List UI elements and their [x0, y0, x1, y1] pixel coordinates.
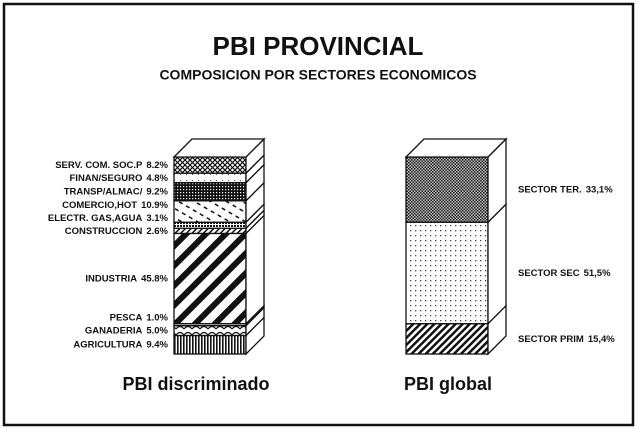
segment-label: SERV. COM. SOC.P 8.2% [55, 159, 168, 170]
segment-label: SECTOR SEC 51,5% [518, 267, 611, 278]
bar-top [172, 138, 266, 158]
segment-name: INDUSTRIA [85, 273, 137, 284]
segment-label: SECTOR PRIM 15,4% [518, 333, 615, 344]
segment-value: 15,4% [588, 333, 615, 344]
bar-segment [405, 156, 489, 223]
bar-segment [173, 200, 247, 223]
bar-side [245, 213, 265, 326]
bar-title: PBI discriminado [122, 374, 269, 394]
segment-label: FINAN/SEGURO 4.8% [70, 172, 169, 183]
segment-name: CONSTRUCCION [65, 225, 143, 236]
segment-value: 2.6% [146, 225, 168, 236]
bar-segment [405, 221, 489, 325]
segment-name: FINAN/SEGURO [70, 172, 143, 183]
segment-value: 3.1% [146, 212, 168, 223]
segment-value: 4.8% [146, 172, 168, 183]
segment-label: ELECTR. GAS,AGUA 3.1% [48, 212, 169, 223]
segment-value: 9.4% [146, 339, 168, 350]
segment-value: 1.0% [146, 312, 168, 323]
segment-label: SECTOR TER. 33,1% [518, 184, 613, 195]
segment-name: COMERCIO,HOT [62, 199, 137, 210]
bar-segment [173, 232, 247, 325]
segment-value: 51,5% [584, 267, 611, 278]
subtitle: COMPOSICION POR SECTORES ECONOMICOS [159, 67, 476, 83]
bar-segment [173, 156, 247, 174]
segment-label: INDUSTRIA 45.8% [85, 273, 168, 284]
bar-segment [173, 181, 247, 202]
title: PBI PROVINCIAL [213, 31, 424, 61]
segment-value: 9.2% [146, 186, 168, 197]
segment-value: 33,1% [586, 184, 613, 195]
bar-title: PBI global [404, 374, 492, 394]
segment-label: TRANSP/ALMAC/9.2% [64, 186, 169, 197]
bar-segment [173, 334, 247, 355]
segment-name: PESCA [110, 312, 143, 323]
segment-name: SECTOR SEC [518, 267, 580, 278]
segment-label: COMERCIO,HOT 10.9% [62, 199, 168, 210]
segment-value: 45.8% [141, 273, 168, 284]
segment-label: CONSTRUCCION 2.6% [65, 225, 169, 236]
bar-top [404, 138, 508, 158]
segment-value: 10.9% [141, 199, 168, 210]
segment-value: 8.2% [146, 159, 168, 170]
segment-name: AGRICULTURA [73, 339, 142, 350]
segment-name: ELECTR. GAS,AGUA [48, 212, 143, 223]
segment-value: 5.0% [146, 325, 168, 336]
segment-name: GANADERIA [85, 325, 143, 336]
bar-segment [173, 221, 247, 229]
bar-segment [173, 324, 247, 337]
segment-label: AGRICULTURA 9.4% [73, 339, 168, 350]
bar-segment [173, 172, 247, 184]
segment-name: SERV. COM. SOC.P [55, 159, 143, 170]
bar-segment [405, 323, 489, 355]
segment-name: SECTOR PRIM [518, 333, 584, 344]
segment-name: TRANSP/ALMAC/ [64, 186, 143, 197]
segment-label: PESCA 1.0% [110, 312, 169, 323]
bar-segment [173, 227, 247, 235]
bar-side [487, 202, 507, 326]
segment-label: GANADERIA 5.0% [85, 325, 169, 336]
segment-name: SECTOR TER. [518, 184, 582, 195]
